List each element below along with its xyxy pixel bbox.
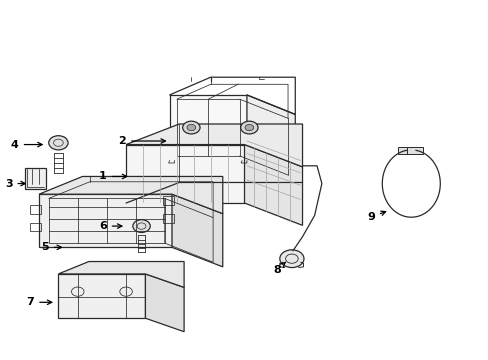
Polygon shape [169,95,246,161]
Polygon shape [39,176,223,214]
Text: 7: 7 [26,297,52,307]
Bar [163,214,174,222]
Circle shape [244,124,253,131]
Circle shape [186,124,195,131]
Polygon shape [145,274,183,332]
Circle shape [49,136,68,150]
Circle shape [183,121,200,134]
Polygon shape [246,95,295,180]
Bar [30,222,41,231]
Text: 5: 5 [41,242,61,252]
Bar [30,205,41,214]
Bar [163,196,174,205]
Polygon shape [126,145,244,203]
Text: 6: 6 [99,221,122,231]
Circle shape [240,121,258,134]
Polygon shape [244,145,302,225]
Text: 8: 8 [272,262,285,275]
Polygon shape [172,194,223,267]
Text: 3: 3 [5,179,25,189]
Text: 1: 1 [99,171,126,181]
Text: 2: 2 [118,136,165,146]
Polygon shape [39,194,172,247]
Bar [407,148,422,154]
Circle shape [279,250,304,267]
Bar [397,148,413,154]
Text: 9: 9 [366,211,385,222]
Text: 4: 4 [11,140,42,149]
Polygon shape [58,274,145,318]
Polygon shape [24,168,46,189]
Polygon shape [58,261,183,287]
Circle shape [133,220,150,233]
Polygon shape [126,124,302,167]
